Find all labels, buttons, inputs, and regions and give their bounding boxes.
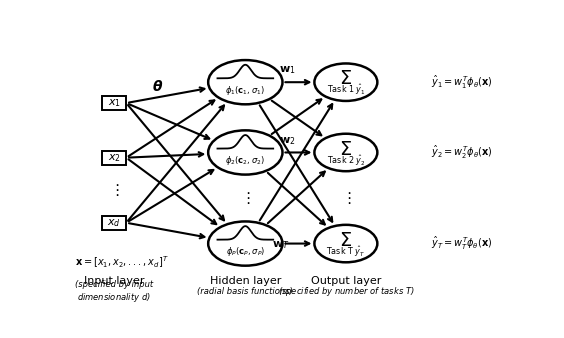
- Text: $\Sigma$: $\Sigma$: [340, 231, 352, 250]
- Text: $\phi_2(\mathbf{c}_2, \sigma_2)$: $\phi_2(\mathbf{c}_2, \sigma_2)$: [226, 154, 265, 167]
- Text: $\Sigma$: $\Sigma$: [340, 140, 352, 159]
- Text: $x_2$: $x_2$: [108, 152, 121, 164]
- Text: $\vdots$: $\vdots$: [341, 190, 351, 206]
- Circle shape: [208, 221, 283, 266]
- Text: Task 1 $\hat{y}_1$: Task 1 $\hat{y}_1$: [327, 83, 365, 97]
- Circle shape: [208, 130, 283, 175]
- Text: Task T $\hat{y}_T$: Task T $\hat{y}_T$: [326, 244, 365, 259]
- Text: Output layer: Output layer: [311, 276, 381, 286]
- Text: $\mathbf{x} = [x_1, x_2, ..., x_d]^T$: $\mathbf{x} = [x_1, x_2, ..., x_d]^T$: [75, 254, 169, 270]
- Text: Hidden layer: Hidden layer: [210, 276, 281, 286]
- Text: $\boldsymbol{\theta}$: $\boldsymbol{\theta}$: [152, 79, 164, 94]
- Circle shape: [314, 64, 377, 101]
- Circle shape: [208, 60, 283, 104]
- FancyBboxPatch shape: [102, 216, 126, 230]
- Text: (radial basis functions): (radial basis functions): [197, 287, 293, 296]
- Text: $\vdots$: $\vdots$: [109, 182, 120, 198]
- Text: $\hat{y}_T = w_T^T\phi_\theta(\mathbf{x})$: $\hat{y}_T = w_T^T\phi_\theta(\mathbf{x}…: [431, 235, 492, 252]
- Text: $\phi_1(\mathbf{c}_1, \sigma_1)$: $\phi_1(\mathbf{c}_1, \sigma_1)$: [226, 84, 265, 97]
- Text: $\mathbf{w}_2$: $\mathbf{w}_2$: [279, 135, 296, 147]
- Text: $\hat{y}_1 = w_1^T\phi_\theta(\mathbf{x})$: $\hat{y}_1 = w_1^T\phi_\theta(\mathbf{x}…: [431, 74, 492, 91]
- Text: Task 2 $\hat{y}_2$: Task 2 $\hat{y}_2$: [327, 153, 365, 168]
- Text: (specified by number of tasks $T$): (specified by number of tasks $T$): [277, 285, 414, 298]
- Text: $x_1$: $x_1$: [108, 97, 121, 109]
- FancyBboxPatch shape: [102, 96, 126, 110]
- Text: $\mathbf{w}_T$: $\mathbf{w}_T$: [272, 239, 289, 251]
- Text: (specified by input
dimensionality $d$): (specified by input dimensionality $d$): [75, 280, 153, 304]
- Text: $\vdots$: $\vdots$: [240, 190, 250, 206]
- Text: $\phi_P(\mathbf{c}_P, \sigma_P)$: $\phi_P(\mathbf{c}_P, \sigma_P)$: [226, 245, 265, 259]
- Text: $x_d$: $x_d$: [107, 217, 121, 228]
- FancyBboxPatch shape: [102, 150, 126, 165]
- Circle shape: [314, 225, 377, 262]
- Text: $\Sigma$: $\Sigma$: [340, 69, 352, 88]
- Text: $\mathbf{w}_1$: $\mathbf{w}_1$: [279, 65, 296, 76]
- Text: Input layer: Input layer: [84, 276, 144, 286]
- Text: $\hat{y}_2 = w_2^T\phi_\theta(\mathbf{x})$: $\hat{y}_2 = w_2^T\phi_\theta(\mathbf{x}…: [431, 144, 492, 161]
- Circle shape: [314, 134, 377, 171]
